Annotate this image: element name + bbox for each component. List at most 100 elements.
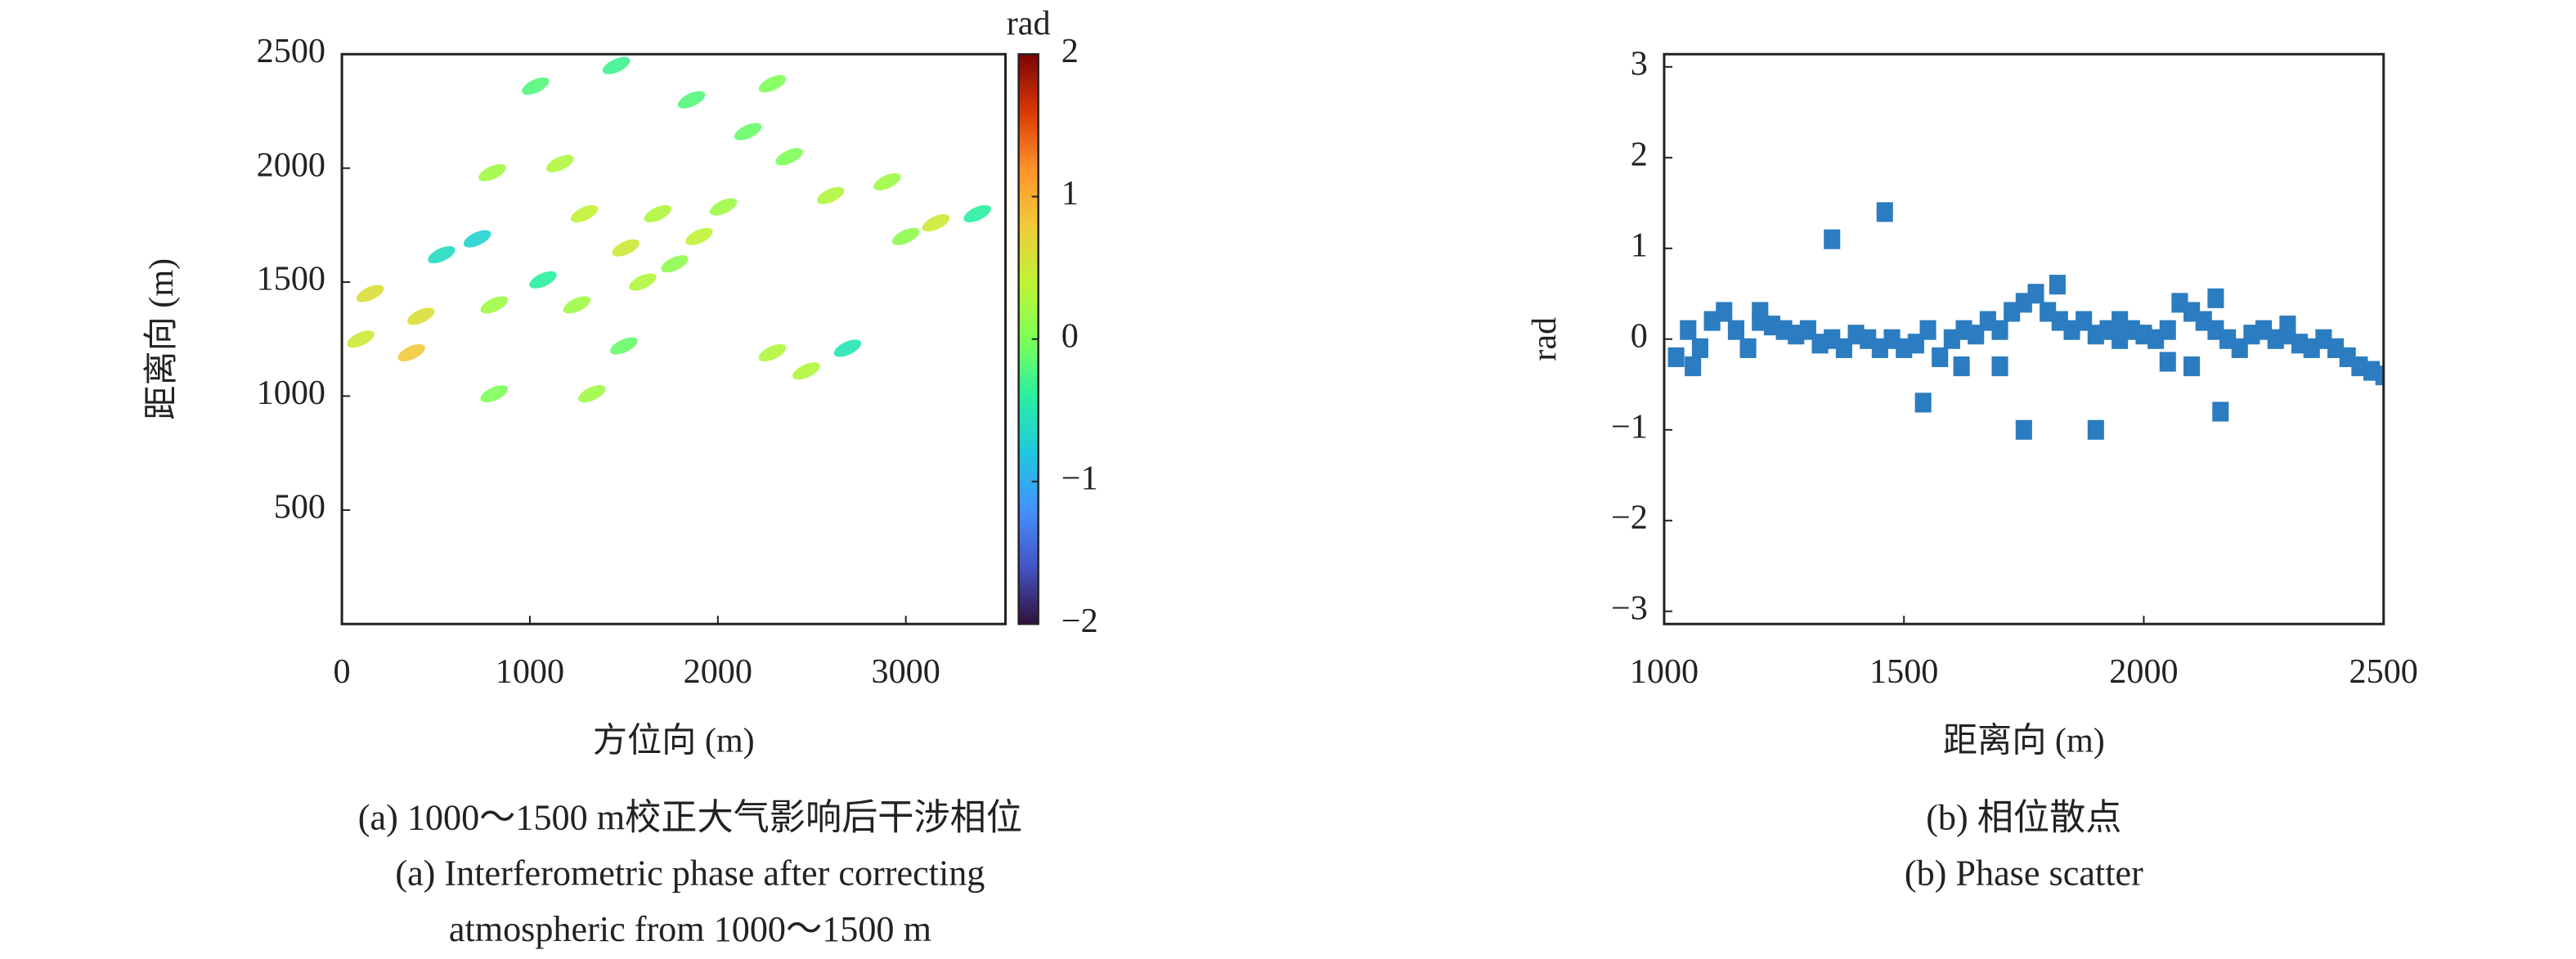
point — [1876, 202, 1893, 222]
point — [1991, 356, 2008, 377]
phase-patch — [406, 307, 435, 325]
phase-patch — [661, 255, 689, 273]
x-axis-label: 方位向 (m) — [593, 722, 755, 760]
phase-patch — [644, 204, 671, 222]
phase-patch — [463, 230, 491, 248]
points — [1667, 202, 2384, 440]
y-tick-label: −3 — [1611, 589, 1648, 627]
phase-patch — [758, 343, 787, 362]
point — [1914, 392, 1932, 413]
y-tick-label: 1000 — [257, 374, 325, 412]
caption: (b) Phase scatter — [1905, 854, 2143, 894]
point — [1739, 338, 1757, 358]
phase-patch — [480, 296, 508, 314]
phase-patch — [792, 362, 820, 380]
phase-patch — [529, 271, 557, 289]
x-tick-label: 1000 — [1630, 652, 1699, 691]
phase-patch — [570, 204, 599, 222]
x-tick-label: 2500 — [2349, 652, 2418, 691]
point — [1991, 320, 2008, 340]
point — [2087, 419, 2104, 440]
phase-patch — [758, 74, 787, 93]
point — [1716, 302, 1733, 322]
y-tick-label: −2 — [1611, 498, 1648, 536]
phase-patch — [817, 186, 845, 204]
phase-patch — [428, 246, 456, 264]
phase-patch — [356, 285, 384, 302]
y-tick-label: 1500 — [257, 260, 325, 298]
point — [2279, 316, 2296, 336]
panel: 1000 1500 2000 2500 −3 −2 −1 0 1 2 3 距离向 (m) rad (b) … — [1525, 44, 2418, 893]
y-tick-label: 2 — [1631, 135, 1648, 173]
colorbar-tick-label: −2 — [1061, 602, 1098, 640]
phase-patch — [612, 239, 640, 257]
caption: (a) 1000～1500 m校正大气影响后干涉相位 — [358, 797, 1022, 837]
phase-patch — [873, 173, 901, 190]
point — [1667, 347, 1685, 368]
phase-patch — [677, 91, 706, 109]
point — [2027, 284, 2044, 304]
point — [1824, 229, 1841, 249]
phase-patch — [709, 198, 738, 216]
x-tick-label: 0 — [334, 652, 351, 691]
phase-patch — [734, 123, 762, 141]
y-tick-label: 1 — [1631, 226, 1648, 264]
point — [2112, 311, 2129, 331]
point — [1680, 320, 1697, 340]
point — [2049, 275, 2066, 295]
y-tick-label: 2500 — [257, 32, 325, 70]
x-tick-label: 2000 — [684, 652, 752, 691]
caption: (b) 相位散点 — [1926, 797, 2121, 837]
phase-patch — [397, 343, 425, 362]
colorbar-tick-label: 1 — [1061, 174, 1079, 213]
y-axis-label: rad — [1525, 317, 1564, 361]
phase-patch — [833, 339, 862, 357]
point — [2375, 365, 2384, 386]
phase-patch — [578, 385, 606, 403]
y-tick-label: 3 — [1631, 44, 1648, 83]
colorbar-label: rad — [1007, 4, 1051, 43]
caption: (a) Interferometric phase after correcti… — [395, 854, 985, 894]
phase-patch — [478, 164, 506, 181]
phase-patch — [963, 204, 991, 222]
phase-patch — [563, 296, 591, 314]
point — [2183, 356, 2201, 377]
point — [1932, 347, 1949, 368]
phase-patch — [545, 155, 574, 173]
y-tick-label: −1 — [1611, 407, 1648, 446]
point — [1727, 320, 1744, 340]
phase-patch — [602, 56, 631, 74]
x-tick-label: 1500 — [1869, 652, 1938, 691]
y-tick-label: 500 — [274, 488, 325, 527]
phase-patch — [347, 330, 375, 348]
colorbar-tick-label: −1 — [1061, 459, 1098, 498]
x-tick-label: 3000 — [872, 652, 940, 691]
point — [2159, 352, 2176, 372]
phase-patch — [610, 337, 638, 355]
colorbar-tick-label: 2 — [1061, 32, 1079, 70]
colorbar-tick-label: 0 — [1061, 316, 1079, 355]
x-axis-label: 距离向 (m) — [1943, 722, 2105, 760]
x-tick-label: 2000 — [2109, 652, 2178, 691]
y-tick-label: 0 — [1631, 316, 1648, 355]
phase-patch — [480, 385, 508, 403]
point — [2159, 320, 2176, 340]
point — [2207, 288, 2224, 308]
phase-patch — [775, 148, 803, 166]
point — [1691, 338, 1708, 358]
phase-patch — [685, 227, 713, 245]
phase-patch — [629, 273, 657, 291]
point — [1953, 356, 1970, 377]
point — [1685, 356, 1702, 377]
phase-patch — [891, 227, 920, 245]
panel: 0 1000 2000 3000 500 1000 1500 2000 2500 方位向 (m) 距… — [142, 4, 1098, 949]
x-tick-label: 1000 — [496, 652, 564, 691]
phase-patch — [522, 77, 550, 95]
point — [2015, 419, 2032, 440]
y-tick-label: 2000 — [257, 146, 325, 184]
point — [1752, 302, 1769, 322]
y-axis-label: 距离向 (m) — [142, 258, 181, 420]
point — [1919, 320, 1936, 340]
